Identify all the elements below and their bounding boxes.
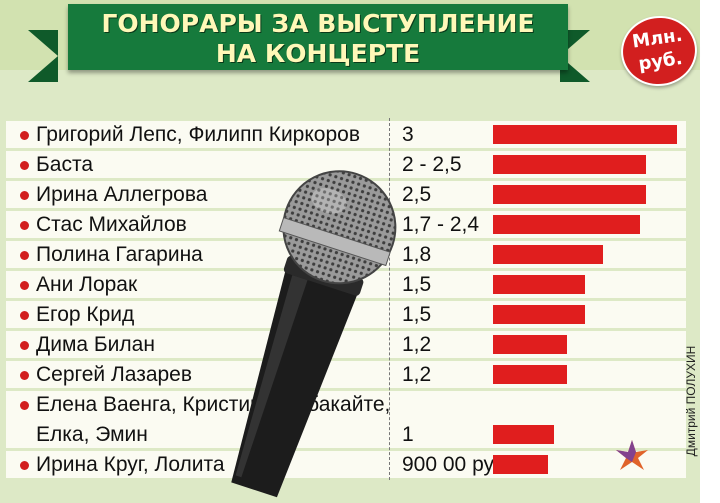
- row-bullet: [20, 251, 29, 260]
- chart-row-bg: [6, 391, 686, 448]
- row-bullet: [20, 281, 29, 290]
- value-bar: [493, 425, 554, 444]
- value-bar: [493, 335, 567, 354]
- value-label: 2 - 2,5: [402, 153, 462, 176]
- value-label: 1,7 - 2,4: [402, 213, 480, 236]
- row-bullet: [20, 401, 29, 410]
- value-label: 1,5: [402, 273, 432, 296]
- chart-row-bg: [6, 361, 686, 388]
- value-bar: [493, 215, 640, 234]
- value-bar: [493, 275, 585, 294]
- category-label: Егор Крид: [36, 303, 135, 326]
- category-label: Ани Лорак: [36, 273, 138, 296]
- category-label: Дима Билан: [36, 333, 155, 356]
- photo-credit-text: Дмитрий ПОЛУХИН: [684, 345, 698, 457]
- value-bar: [493, 305, 585, 324]
- row-bullet: [20, 311, 29, 320]
- title-ribbon: [68, 4, 568, 70]
- chart-row-bg: [6, 331, 686, 358]
- value-label: 900 00 руб.: [402, 453, 513, 476]
- category-label: Ирина Круг, Лолита: [36, 453, 225, 476]
- category-label: Полина Гагарина: [36, 243, 203, 266]
- infographic-card: ГОНОРАРЫ ЗА ВЫСТУПЛЕНИЕ НА КОНЦЕРТЕ Млн.…: [0, 0, 702, 503]
- chart-title: ГОНОРАРЫ ЗА ВЫСТУПЛЕНИЕ НА КОНЦЕРТЕ: [68, 9, 568, 69]
- chart-row-bg: [6, 451, 686, 478]
- value-label: 1: [402, 423, 414, 446]
- row-bullet: [20, 341, 29, 350]
- category-label: Стас Михайлов: [36, 213, 187, 236]
- column-divider: [389, 118, 390, 480]
- value-label: 1,8: [402, 243, 432, 266]
- category-label: Ирина Аллегрова: [36, 183, 208, 206]
- title-line-1: ГОНОРАРЫ ЗА ВЫСТУПЛЕНИЕ: [101, 9, 535, 38]
- value-label: 1,5: [402, 303, 432, 326]
- value-bar: [493, 125, 677, 144]
- row-bullet: [20, 131, 29, 140]
- row-bullet: [20, 221, 29, 230]
- row-bullet: [20, 371, 29, 380]
- value-label: 3: [402, 123, 414, 146]
- star-logo-icon: [616, 440, 648, 470]
- title-line-2: НА КОНЦЕРТЕ: [215, 39, 421, 68]
- category-label: Сергей Лазарев: [36, 363, 193, 386]
- value-bar: [493, 455, 548, 474]
- value-bar: [493, 155, 646, 174]
- value-bar: [493, 185, 646, 204]
- ribbon-left-tail: [28, 30, 58, 82]
- value-label: 1,2: [402, 333, 432, 356]
- photo-credit: Дмитрий ПОЛУХИН: [683, 336, 698, 476]
- category-label: Баста: [36, 153, 94, 176]
- value-bar: [493, 365, 567, 384]
- category-label: Елка, Эмин: [36, 423, 148, 446]
- row-bullet: [20, 161, 29, 170]
- value-label: 1,2: [402, 363, 432, 386]
- microphone-image: [231, 170, 397, 498]
- category-label: Григорий Лепс, Филипп Киркоров: [36, 123, 360, 146]
- value-bar: [493, 245, 603, 264]
- row-bullet: [20, 191, 29, 200]
- row-bullet: [20, 461, 29, 470]
- value-label: 2,5: [402, 183, 432, 206]
